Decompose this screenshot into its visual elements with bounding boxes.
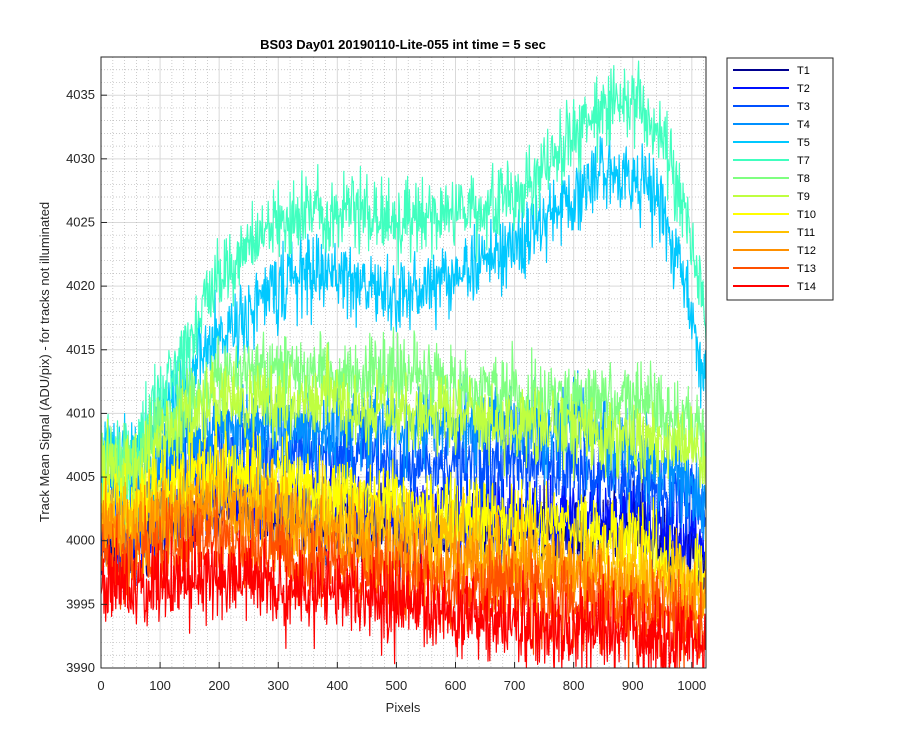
- x-tick-label: 300: [267, 678, 289, 693]
- x-tick-label: 600: [445, 678, 467, 693]
- y-tick-label: 3990: [66, 660, 95, 675]
- x-tick-label: 800: [563, 678, 585, 693]
- x-axis: 0 100 200 300 400 500 600 700 800 900 1000: [97, 662, 706, 693]
- legend-label: T2: [797, 83, 810, 95]
- legend-label: T10: [797, 209, 816, 221]
- x-tick-label: 100: [149, 678, 171, 693]
- y-tick-label: 4025: [66, 214, 95, 229]
- legend: T1 T2 T3 T4 T5 T7 T8 T9 T10 T11 T12 T13 T14: [726, 57, 834, 301]
- y-axis: 3990 3995 4000 4005 4010 4015 4020 4025 4030 4035: [66, 87, 107, 675]
- legend-label: T9: [797, 191, 810, 203]
- series-line-t9: [101, 343, 706, 526]
- legend-label: T1: [797, 65, 810, 77]
- x-tick-label: 900: [622, 678, 644, 693]
- legend-label: T13: [797, 263, 816, 275]
- x-axis-label: Pixels: [386, 700, 421, 715]
- series-line-t14: [101, 527, 706, 668]
- legend-label: T7: [797, 155, 810, 167]
- series-line-t10: [101, 415, 706, 621]
- legend-label: T8: [797, 173, 810, 185]
- series-line-t7: [101, 60, 706, 508]
- legend-label: T3: [797, 101, 810, 113]
- x-tick-label: 400: [326, 678, 348, 693]
- x-tick-label: 500: [386, 678, 408, 693]
- y-tick-label: 4000: [66, 533, 95, 548]
- y-tick-label: 4010: [66, 405, 95, 420]
- legend-label: T4: [797, 119, 810, 131]
- legend-label: T14: [797, 281, 816, 293]
- plot-area: [101, 60, 706, 668]
- series-line-t5: [101, 130, 706, 483]
- x-tick-label: 200: [208, 678, 230, 693]
- y-tick-label: 3995: [66, 596, 95, 611]
- legend-label: T11: [797, 227, 815, 239]
- plot-border: [100, 56, 707, 669]
- y-axis-label: Track Mean Signal (ADU/pix) - for tracks…: [37, 202, 52, 522]
- y-tick-label: 4015: [66, 342, 95, 357]
- x-tick-label: 0: [97, 678, 104, 693]
- x-tick-label: 1000: [677, 678, 706, 693]
- y-tick-label: 4005: [66, 469, 95, 484]
- y-tick-label: 4035: [66, 87, 95, 102]
- y-tick-label: 4020: [66, 278, 95, 293]
- legend-label: T12: [797, 245, 816, 257]
- chart-title: BS03 Day01 20190110-Lite-055 int time = …: [260, 37, 546, 52]
- y-tick-label: 4030: [66, 151, 95, 166]
- x-tick-label: 700: [504, 678, 526, 693]
- series-line-t8: [101, 326, 706, 503]
- legend-label: T5: [797, 137, 810, 149]
